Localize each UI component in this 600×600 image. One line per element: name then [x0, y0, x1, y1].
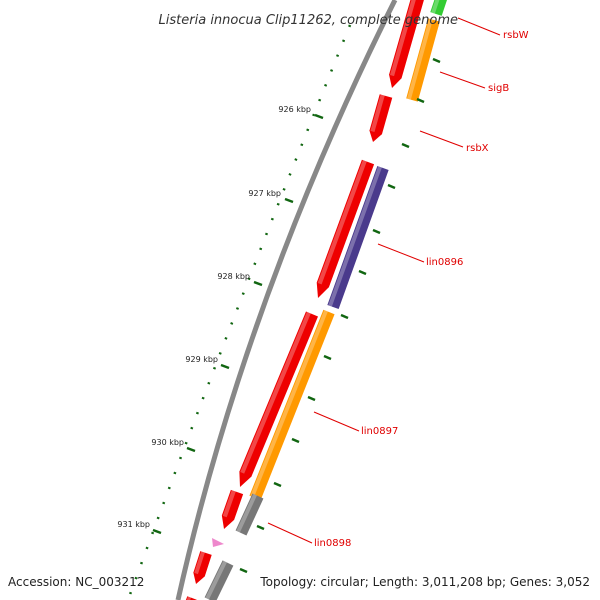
outer-tick-3 — [387, 183, 396, 190]
gene-next-arrow-shine — [194, 551, 205, 575]
scale-label-929: 929 kbp — [185, 355, 218, 364]
gene-edge-segment-body — [185, 596, 197, 600]
gene-label-sigB[interactable]: sigB — [488, 83, 509, 94]
gene-lin0898-arrow-shine — [222, 490, 236, 518]
scale-label-927: 927 kbp — [248, 189, 281, 198]
gene-lin0897-block-shine — [250, 310, 328, 498]
kbp-tick-5 — [152, 528, 162, 535]
gene-gray-block-bottom-body — [204, 560, 234, 600]
gene-label-rsbW[interactable]: rsbW — [503, 30, 529, 41]
leader-line-5 — [267, 522, 313, 544]
gene-lin0896-block — [327, 165, 389, 310]
kbp-tick-2 — [253, 280, 263, 287]
gene-rsbW-arrow — [389, 0, 424, 88]
gene-lin0896-block-shine — [328, 166, 382, 307]
outer-tick-8 — [307, 395, 316, 402]
gene-lin0896-block-body — [327, 165, 389, 310]
gene-track — [185, 0, 447, 600]
scale-arc — [126, 24, 352, 600]
gene-next-arrow-body — [193, 551, 212, 584]
gene-rsbX-arrow — [369, 94, 393, 142]
outer-tick-7 — [323, 354, 332, 361]
gene-lin0896-arrow-body — [316, 159, 375, 298]
genome-title: Listeria innocua Clip11262, complete gen… — [159, 13, 458, 28]
scale-label-926: 926 kbp — [278, 105, 311, 114]
gene-lin0897-arrow-shine — [240, 311, 311, 474]
outer-tick-12 — [239, 567, 248, 574]
kbp-tick-group — [152, 113, 324, 535]
genome-backbone — [175, 0, 398, 600]
outer-tick-9 — [291, 437, 300, 444]
gene-rsbX-arrow-body — [369, 94, 393, 142]
gene-green-block — [430, 0, 447, 16]
outer-tick-10 — [273, 481, 282, 488]
leader-line-0 — [457, 17, 501, 36]
gene-lin0898-block-shine — [236, 493, 257, 533]
right-tick-group — [239, 57, 441, 574]
outer-tick-2 — [401, 142, 410, 149]
gene-rsbW-arrow-body — [389, 0, 424, 88]
label-leaders — [267, 17, 501, 544]
gene-green-block-shine — [431, 0, 440, 14]
gene-lin0897-block-body — [249, 309, 335, 501]
pink-feature-marker — [212, 538, 224, 547]
gene-edge-segment-shine — [186, 596, 192, 600]
gene-lin0898-block — [235, 493, 264, 536]
gene-rsbW-arrow-shine — [389, 0, 416, 77]
gene-lin0897-block — [249, 309, 335, 501]
gene-sigB-block-body — [406, 18, 440, 102]
topology-text: Topology: circular; Length: 3,011,208 bp… — [259, 575, 590, 589]
gene-sigB-block — [406, 18, 440, 102]
scale-label-930: 930 kbp — [151, 438, 184, 447]
leader-line-3 — [377, 243, 425, 263]
gene-gray-block-bottom-shine — [205, 560, 227, 600]
gene-label-rsbX[interactable]: rsbX — [466, 143, 489, 154]
scale-label-931: 931 kbp — [117, 520, 150, 529]
kbp-tick-3 — [220, 363, 230, 370]
outer-tick-11 — [256, 524, 265, 531]
gene-lin0898-arrow — [221, 489, 244, 529]
gene-lin0897-arrow-body — [239, 311, 319, 487]
gene-gray-block-bottom — [204, 560, 234, 600]
leader-line-2 — [419, 130, 464, 148]
accession-text: Accession: NC_003212 — [8, 575, 144, 589]
gene-label-lin0897[interactable]: lin0897 — [361, 426, 398, 437]
gene-lin0898-block-body — [235, 493, 264, 536]
outer-tick-1 — [416, 97, 425, 104]
kbp-tick-4 — [186, 446, 196, 453]
gene-rsbX-arrow-shine — [370, 94, 385, 133]
gene-edge-segment — [185, 596, 197, 600]
gene-lin0898-arrow-body — [221, 489, 244, 529]
gene-lin0897-arrow — [239, 311, 319, 487]
leader-line-4 — [313, 411, 360, 432]
outer-tick-0 — [432, 57, 441, 64]
gene-green-block-body — [430, 0, 447, 16]
outer-tick-6 — [340, 313, 349, 320]
gene-lin0896-arrow-shine — [317, 160, 367, 285]
gene-label-lin0896[interactable]: lin0896 — [426, 257, 463, 268]
gene-lin0896-arrow — [316, 159, 375, 298]
leader-line-1 — [439, 71, 486, 89]
outer-tick-5 — [358, 269, 367, 276]
gene-label-lin0898[interactable]: lin0898 — [314, 538, 351, 549]
kbp-tick-0 — [314, 113, 324, 120]
scale-label-928: 928 kbp — [217, 272, 250, 281]
kbp-tick-1 — [284, 197, 294, 204]
gene-sigB-block-shine — [407, 18, 433, 100]
outer-tick-4 — [372, 228, 381, 235]
gene-next-arrow — [193, 551, 212, 584]
